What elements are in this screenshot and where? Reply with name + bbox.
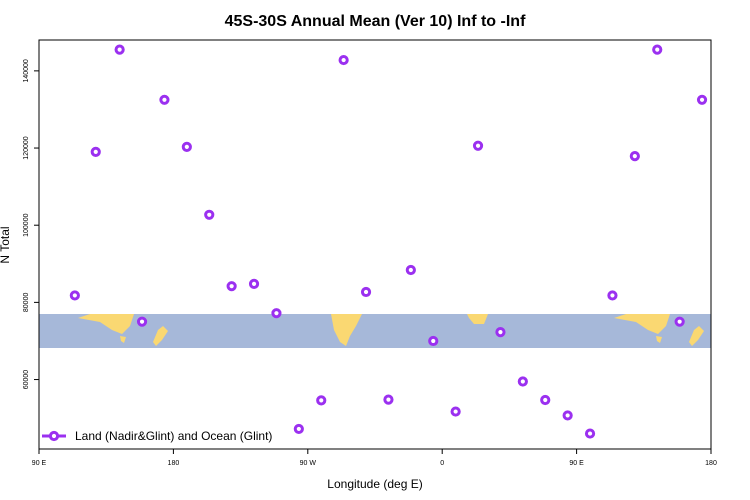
data-point [495,326,506,338]
y-tick-label: 120000 [23,136,30,159]
y-tick-label: 80000 [23,293,30,313]
y-tick-label: 140000 [23,59,30,82]
legend-marker [48,430,60,442]
data-point [383,394,394,405]
map-land-south-america [331,314,362,346]
data-point [90,146,101,157]
data-point [293,423,304,435]
data-point [607,290,618,301]
data-point [562,410,573,421]
data-point [450,406,461,417]
x-tick-label: 90 W [300,460,317,467]
map-land-south-africa [467,314,488,324]
data-point [316,395,327,406]
x-axis: 90 E 180 90 W 0 90 E 180 [32,449,717,467]
data-point [271,308,282,319]
map-land-new-zealand-repeat [689,326,704,346]
data-points [69,44,708,439]
data-point [181,141,192,152]
data-point [159,94,170,105]
x-tick-label: 180 [705,460,717,467]
map-land-australia-repeat [614,314,670,334]
map-land-new-zealand [153,326,168,346]
legend: Land (Nadir&Glint) and Ocean (Glint) [42,429,272,443]
y-tick-label: 60000 [23,370,30,390]
data-point [428,335,439,347]
data-point [69,290,80,301]
data-point [629,151,640,162]
legend-label: Land (Nadir&Glint) and Ocean (Glint) [75,429,272,443]
data-point [248,278,260,289]
x-tick-label: 90 E [569,460,584,467]
map-land-tasmania-repeat [656,336,662,343]
chart-title: 45S-30S Annual Mean (Ver 10) Inf to -Inf [225,13,526,30]
y-axis-label: N Total [0,226,12,263]
data-point [136,316,148,327]
map-land-tasmania [120,336,126,343]
x-tick-label: 180 [168,460,180,467]
map-land-australia [78,314,134,334]
data-point [204,209,215,220]
data-point [696,94,708,105]
x-tick-label: 90 E [32,460,47,467]
data-point [405,264,416,276]
data-point [360,286,372,298]
data-point [674,316,685,327]
x-tick-label: 0 [440,460,444,467]
y-tick-label: 100000 [23,213,30,236]
y-axis: 60000 80000 100000 120000 140000 [23,59,39,389]
data-point [584,428,596,439]
x-axis-label: Longitude (deg E) [327,477,422,491]
data-point [338,54,349,66]
data-point [226,281,237,292]
data-point [540,394,551,406]
world-map-strip [39,314,711,348]
data-point [517,376,528,387]
data-point [472,140,484,151]
map-ocean [39,314,711,348]
plot-frame [38,39,712,450]
data-point [652,44,663,55]
data-point [114,44,125,55]
